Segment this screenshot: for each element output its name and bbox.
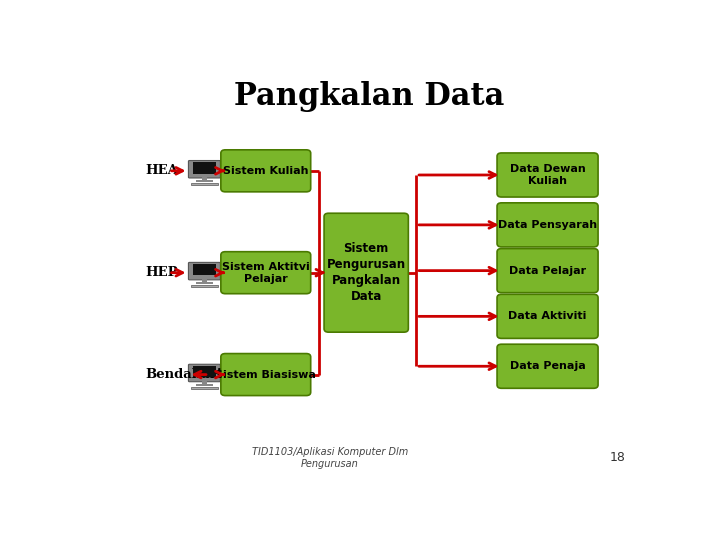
FancyBboxPatch shape <box>221 252 311 294</box>
Text: Pangkalan Data: Pangkalan Data <box>234 82 504 112</box>
Bar <box>193 366 216 377</box>
Text: Data Dewan
Kuliah: Data Dewan Kuliah <box>510 164 585 186</box>
Bar <box>202 279 207 282</box>
Text: TID1103/Aplikasi Komputer Dlm
Pengurusan: TID1103/Aplikasi Komputer Dlm Pengurusan <box>252 447 408 469</box>
Text: Bendahari: Bendahari <box>145 368 222 381</box>
FancyBboxPatch shape <box>497 294 598 339</box>
Text: 18: 18 <box>610 451 626 464</box>
Text: HEP: HEP <box>145 266 179 279</box>
FancyBboxPatch shape <box>497 248 598 293</box>
Text: Sistem Aktitvi
Pelajar: Sistem Aktitvi Pelajar <box>222 261 310 284</box>
Bar <box>197 180 212 182</box>
FancyBboxPatch shape <box>497 153 598 197</box>
Text: HEA: HEA <box>145 164 179 177</box>
Bar <box>197 282 212 284</box>
Text: Data Penaja: Data Penaja <box>510 361 585 372</box>
Bar <box>193 163 216 173</box>
Bar <box>191 387 217 389</box>
Bar <box>191 183 217 185</box>
Text: Sistem Biasiswa: Sistem Biasiswa <box>215 369 316 380</box>
Bar <box>193 264 216 275</box>
Bar <box>191 285 217 287</box>
Text: Data Pelajar: Data Pelajar <box>509 266 586 275</box>
FancyBboxPatch shape <box>221 354 311 396</box>
FancyBboxPatch shape <box>497 203 598 247</box>
Bar <box>197 384 212 386</box>
FancyBboxPatch shape <box>189 364 220 382</box>
Text: Sistem
Pengurusan
Pangkalan
Data: Sistem Pengurusan Pangkalan Data <box>327 242 406 303</box>
Bar <box>202 381 207 384</box>
Text: Sistem Kuliah: Sistem Kuliah <box>223 166 308 176</box>
Text: Data Pensyarah: Data Pensyarah <box>498 220 597 230</box>
FancyBboxPatch shape <box>221 150 311 192</box>
Bar <box>202 178 207 180</box>
FancyBboxPatch shape <box>324 213 408 332</box>
FancyBboxPatch shape <box>497 344 598 388</box>
FancyBboxPatch shape <box>189 160 220 178</box>
Text: Data Aktiviti: Data Aktiviti <box>508 312 587 321</box>
FancyBboxPatch shape <box>189 262 220 280</box>
